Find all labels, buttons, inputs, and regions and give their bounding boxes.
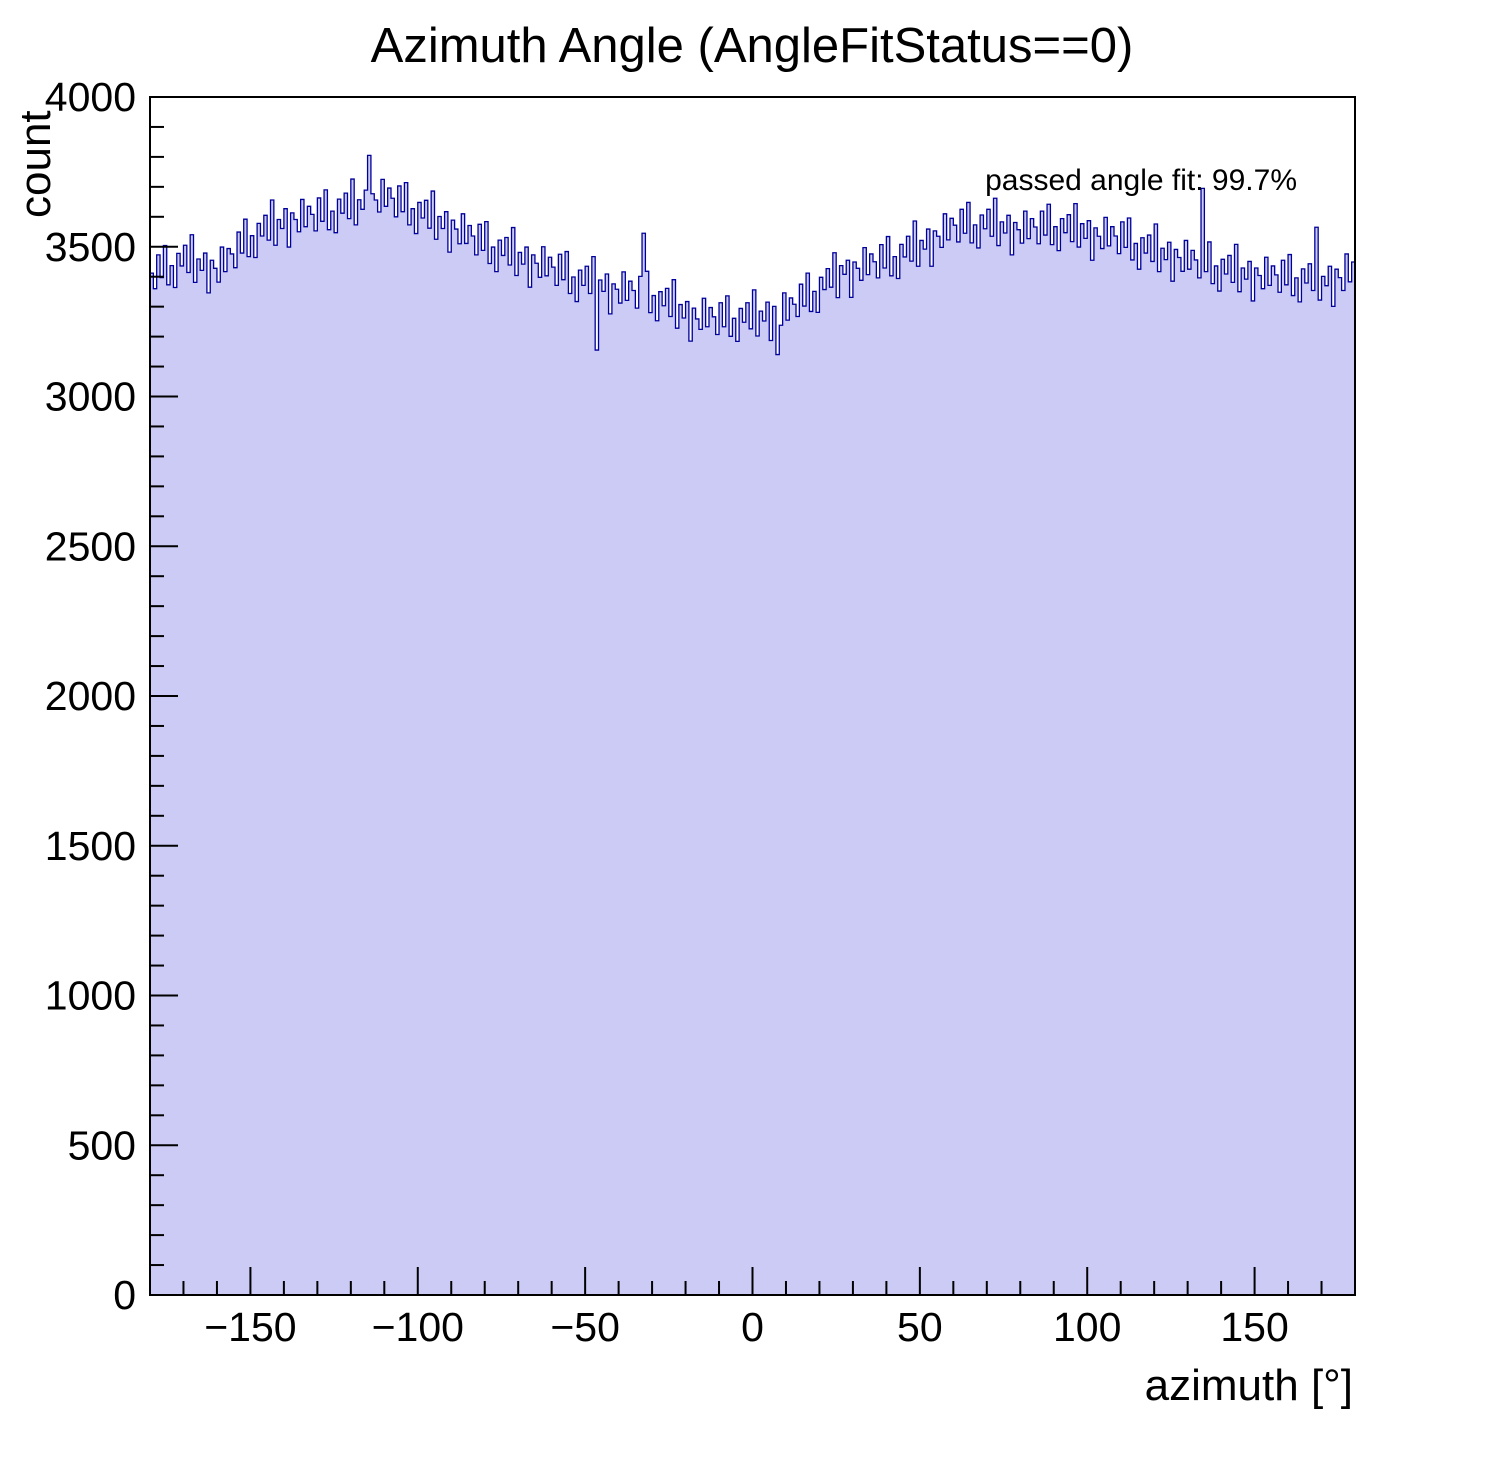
annotation-passed-angle-fit: passed angle fit: 99.7% [985, 164, 1297, 197]
x-tick-label: 150 [1220, 1304, 1288, 1350]
x-tick-label: −150 [204, 1304, 296, 1350]
y-tick-label: 2000 [45, 673, 136, 719]
y-tick-label: 1000 [45, 973, 136, 1019]
x-tick-label: −100 [372, 1304, 464, 1350]
x-tick-label: 100 [1053, 1304, 1121, 1350]
plot-frame [149, 96, 1356, 1296]
y-tick-label: 0 [113, 1272, 136, 1318]
x-tick-label: −50 [550, 1304, 620, 1350]
y-tick-label: 500 [68, 1122, 136, 1168]
y-tick-label: 3000 [45, 374, 136, 420]
y-axis-title: count [11, 110, 60, 218]
x-axis-title: azimuth [°] [1145, 1361, 1353, 1410]
x-tick-label: 0 [741, 1304, 764, 1350]
histogram-series [149, 154, 1356, 1296]
x-tick-label: 50 [897, 1304, 943, 1350]
chart-title: Azimuth Angle (AngleFitStatus==0) [371, 19, 1134, 73]
y-tick-label: 4000 [45, 74, 136, 120]
y-tick-label: 3500 [45, 224, 136, 270]
y-tick-label: 1500 [45, 823, 136, 869]
y-tick-label: 2500 [45, 523, 136, 569]
